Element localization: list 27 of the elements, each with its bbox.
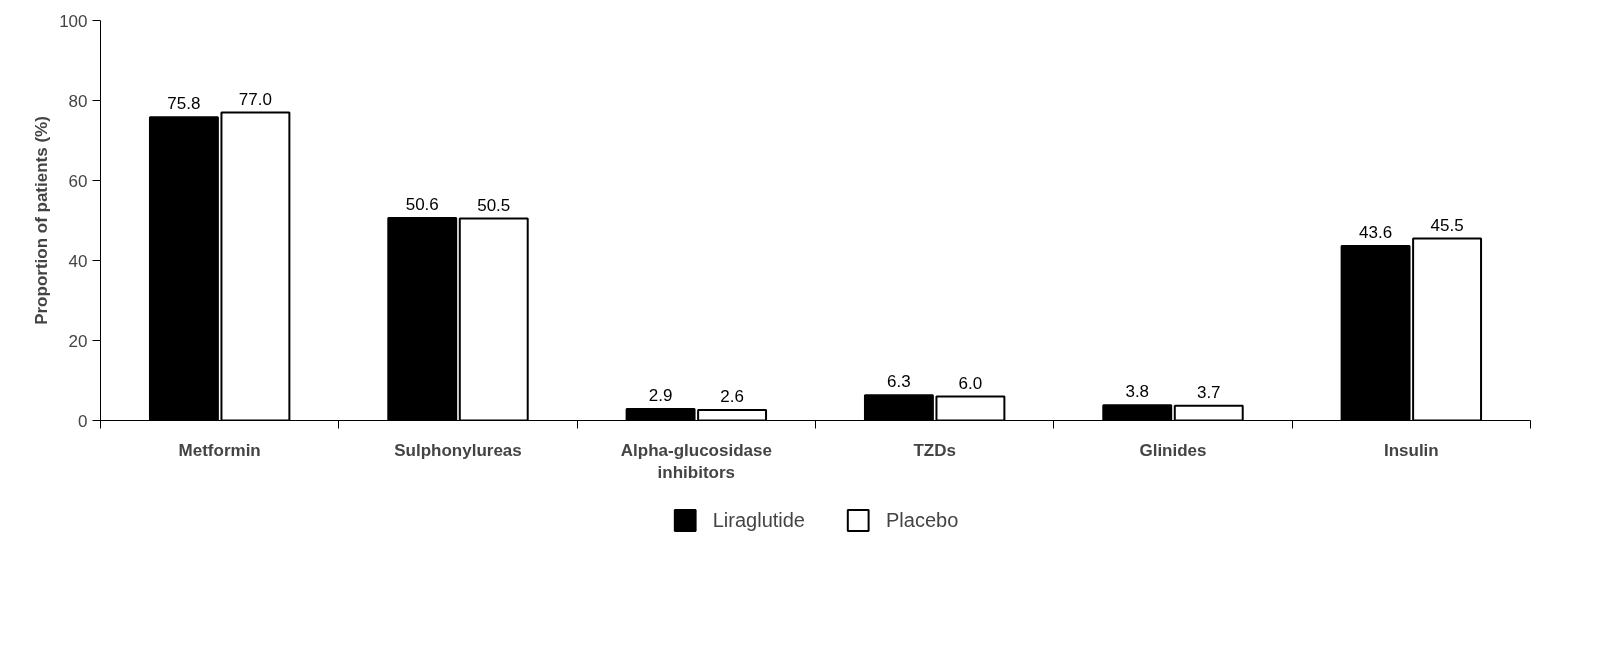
x-tick-label: Alpha-glucosidase inhibitors bbox=[620, 440, 772, 483]
y-tick-label: 100 bbox=[59, 11, 88, 31]
legend-label: Liraglutide bbox=[712, 508, 806, 532]
data-label: 3.7 bbox=[1196, 382, 1221, 402]
data-label: 6.0 bbox=[958, 373, 983, 393]
x-tick-label: TZDs bbox=[913, 440, 956, 460]
y-tick-label: 80 bbox=[68, 91, 88, 111]
data-label: 2.6 bbox=[720, 387, 744, 407]
data-label: 75.8 bbox=[167, 94, 201, 114]
data-label: 50.6 bbox=[405, 195, 439, 215]
data-label: 50.5 bbox=[477, 195, 511, 215]
data-label: 6.3 bbox=[887, 372, 911, 392]
data-label: 2.9 bbox=[648, 385, 673, 405]
x-tick-label: Glinides bbox=[1139, 440, 1207, 460]
y-axis-title: Proportion of patients (%) bbox=[32, 116, 52, 325]
data-label: 45.5 bbox=[1430, 215, 1464, 235]
x-tick-label: Metformin bbox=[178, 440, 261, 460]
y-tick-label: 20 bbox=[68, 331, 88, 351]
x-tick-label: Insulin bbox=[1383, 440, 1439, 460]
data-label: 3.8 bbox=[1125, 382, 1150, 402]
y-tick-label: 60 bbox=[68, 171, 88, 191]
data-label: 77.0 bbox=[238, 89, 272, 109]
legend-label: Placebo bbox=[886, 508, 959, 532]
data-label: 43.6 bbox=[1359, 223, 1393, 243]
y-tick-label: 0 bbox=[78, 411, 88, 431]
x-tick-label: Sulphonylureas bbox=[394, 440, 522, 460]
y-tick-label: 40 bbox=[68, 251, 88, 271]
